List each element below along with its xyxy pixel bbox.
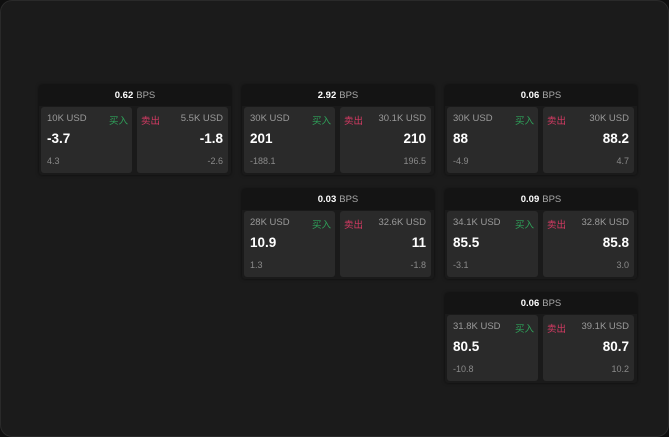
buy-button[interactable]: 买入 — [514, 116, 534, 127]
spread-unit: BPS — [339, 90, 359, 101]
ask-price: -1.8 — [199, 131, 223, 146]
buy-button[interactable]: 买入 — [514, 324, 534, 335]
ask-price: 11 — [411, 235, 426, 250]
sell-quote-cell[interactable]: 32.8K USD 卖出 85.8 3.0 — [543, 211, 634, 277]
sell-button[interactable]: 卖出 — [547, 324, 567, 335]
ask-size: 32.8K USD — [581, 217, 629, 228]
ask-change: -1.8 — [410, 260, 426, 270]
buy-quote-cell[interactable]: 34.1K USD 买入 85.5 -3.1 — [447, 211, 538, 277]
sell-button[interactable]: 卖出 — [547, 116, 567, 127]
ask-price: 210 — [403, 131, 426, 146]
ask-change: 196.5 — [403, 156, 426, 166]
bid-size: 30K USD — [250, 113, 290, 124]
bid-size: 10K USD — [47, 113, 87, 124]
sell-quote-cell[interactable]: 30K USD 卖出 88.2 4.7 — [543, 107, 634, 173]
ask-change: 4.7 — [616, 156, 629, 166]
bid-change: -4.9 — [453, 156, 469, 166]
spread-header: 2.92 BPS — [242, 85, 434, 106]
ask-size: 30.1K USD — [378, 113, 426, 124]
quote-card: 0.06 BPS 31.8K USD 买入 80.5 -10.8 39.1K USD 卖出 80… — [445, 293, 637, 383]
sell-button[interactable]: 卖出 — [344, 116, 364, 127]
buy-quote-cell[interactable]: 28K USD 买入 10.9 1.3 — [244, 211, 335, 277]
buy-quote-cell[interactable]: 30K USD 买入 88 -4.9 — [447, 107, 538, 173]
quote-card: 0.62 BPS 10K USD 买入 -3.7 4.3 5.5K USD 卖出 -1.8 -2.… — [39, 85, 231, 175]
bid-change: -10.8 — [453, 364, 474, 374]
sell-button[interactable]: 卖出 — [547, 220, 567, 231]
bid-size: 30K USD — [453, 113, 493, 124]
spread-unit: BPS — [542, 90, 562, 101]
buy-button[interactable]: 买入 — [514, 220, 534, 231]
ask-size: 30K USD — [589, 113, 629, 124]
ask-size: 5.5K USD — [180, 113, 223, 124]
bid-price: 88 — [453, 131, 469, 146]
spread-header: 0.09 BPS — [445, 189, 637, 210]
sell-quote-cell[interactable]: 30.1K USD 卖出 210 196.5 — [340, 107, 431, 173]
spread-unit: BPS — [339, 194, 359, 205]
sell-button[interactable]: 卖出 — [344, 220, 364, 231]
buy-quote-cell[interactable]: 10K USD 买入 -3.7 4.3 — [41, 107, 132, 173]
spread-unit: BPS — [136, 90, 156, 101]
ask-change: -2.6 — [207, 156, 223, 166]
sell-button[interactable]: 卖出 — [141, 116, 161, 127]
bid-change: -188.1 — [250, 156, 276, 166]
spread-value: 0.09 — [520, 194, 540, 205]
spread-unit: BPS — [542, 194, 562, 205]
bid-size: 31.8K USD — [453, 321, 501, 332]
bid-price: 85.5 — [453, 235, 480, 250]
ask-price: 80.7 — [602, 339, 629, 354]
spread-value: 0.03 — [317, 194, 337, 205]
spread-value: 0.06 — [520, 298, 540, 309]
ask-change: 10.2 — [611, 364, 629, 374]
spread-value: 0.62 — [114, 90, 134, 101]
spread-value: 0.06 — [520, 90, 540, 101]
spread-unit: BPS — [542, 298, 562, 309]
bid-change: 4.3 — [47, 156, 60, 166]
bid-change: -3.1 — [453, 260, 469, 270]
quote-card: 2.92 BPS 30K USD 买入 201 -188.1 30.1K USD 卖出 210 1… — [242, 85, 434, 175]
spread-value: 2.92 — [317, 90, 337, 101]
bid-size: 34.1K USD — [453, 217, 501, 228]
buy-button[interactable]: 买入 — [311, 220, 331, 231]
buy-quote-cell[interactable]: 31.8K USD 买入 80.5 -10.8 — [447, 315, 538, 381]
ask-price: 88.2 — [602, 131, 629, 146]
spread-header: 0.06 BPS — [445, 85, 637, 106]
bid-price: 10.9 — [250, 235, 277, 250]
ask-size: 39.1K USD — [581, 321, 629, 332]
bid-price: 201 — [250, 131, 273, 146]
buy-quote-cell[interactable]: 30K USD 买入 201 -188.1 — [244, 107, 335, 173]
ask-change: 3.0 — [616, 260, 629, 270]
ask-size: 32.6K USD — [378, 217, 426, 228]
buy-button[interactable]: 买入 — [108, 116, 128, 127]
bid-size: 28K USD — [250, 217, 290, 228]
bid-price: 80.5 — [453, 339, 480, 354]
sell-quote-cell[interactable]: 5.5K USD 卖出 -1.8 -2.6 — [137, 107, 228, 173]
sell-quote-cell[interactable]: 32.6K USD 卖出 11 -1.8 — [340, 211, 431, 277]
ask-price: 85.8 — [602, 235, 629, 250]
quote-card: 0.03 BPS 28K USD 买入 10.9 1.3 32.6K USD 卖出 11 -1.8 — [242, 189, 434, 279]
quote-card: 0.06 BPS 30K USD 买入 88 -4.9 30K USD 卖出 88.2 4.7 — [445, 85, 637, 175]
bid-change: 1.3 — [250, 260, 263, 270]
spread-header: 0.06 BPS — [445, 293, 637, 314]
spread-header: 0.03 BPS — [242, 189, 434, 210]
quote-card: 0.09 BPS 34.1K USD 买入 85.5 -3.1 32.8K USD 卖出 85.… — [445, 189, 637, 279]
bid-price: -3.7 — [47, 131, 71, 146]
sell-quote-cell[interactable]: 39.1K USD 卖出 80.7 10.2 — [543, 315, 634, 381]
buy-button[interactable]: 买入 — [311, 116, 331, 127]
spread-header: 0.62 BPS — [39, 85, 231, 106]
